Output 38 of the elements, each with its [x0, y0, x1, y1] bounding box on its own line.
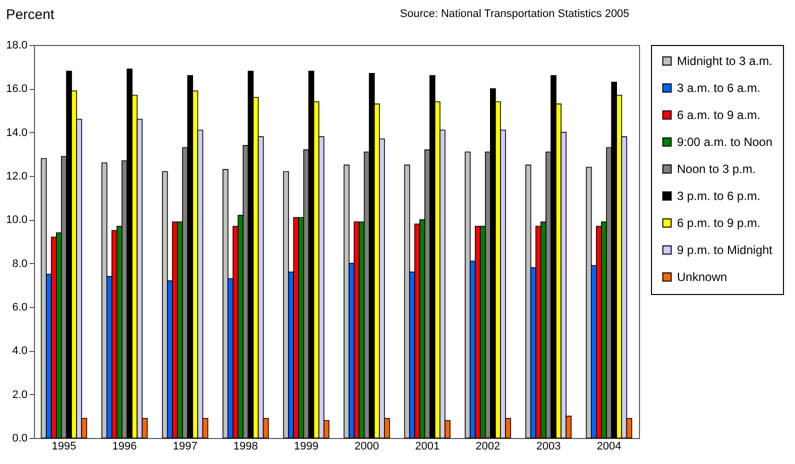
bar	[344, 164, 350, 438]
bar	[162, 171, 168, 438]
y-tick-label: 14.0	[6, 126, 28, 139]
bar	[283, 171, 289, 438]
x-tick-label: 1999	[294, 440, 318, 452]
y-tick-label: 16.0	[6, 83, 28, 96]
bar	[586, 166, 592, 438]
bar	[222, 169, 228, 438]
legend-label: 3 p.m. to 6 p.m.	[677, 189, 760, 203]
legend-label: 3 a.m. to 6 a.m.	[677, 81, 760, 95]
legend-label: 9 p.m. to Midnight	[677, 243, 774, 257]
legend-label: 6 p.m. to 9 p.m.	[677, 216, 760, 230]
y-tick-label: 2.0	[12, 388, 28, 401]
x-tick-label: 2004	[596, 440, 622, 452]
legend-label: Midnight to 3 a.m.	[677, 54, 772, 68]
y-tick-label: 8.0	[12, 258, 28, 270]
legend-label: 9:00 a.m. to Noon	[677, 135, 772, 149]
source-note: Source: National Transportation Statistics 2005	[400, 8, 630, 20]
x-tick-label: 1997	[172, 440, 198, 452]
bar	[101, 162, 108, 438]
x-tick-label: 1995	[52, 440, 76, 452]
y-tick-label: 4.0	[12, 345, 28, 358]
legend-label: Noon to 3 p.m.	[677, 162, 756, 176]
y-tick-label: 10.0	[6, 214, 28, 226]
x-tick-label: 1996	[112, 440, 137, 452]
y-tick-label: 12.0	[6, 170, 28, 182]
y-axis-title: Percent	[6, 6, 54, 22]
x-tick-label: 2003	[536, 440, 561, 452]
x-tick-label: 1998	[233, 440, 258, 452]
bar	[404, 164, 410, 438]
y-tick-label: 6.0	[12, 302, 28, 314]
x-tick-label: 2000	[354, 440, 380, 452]
legend-label: 6 a.m. to 9 a.m.	[677, 108, 760, 122]
legend-label: Unknown	[677, 270, 728, 284]
x-tick-label: 2001	[415, 440, 440, 452]
y-tick-label: 18.0	[6, 40, 28, 52]
x-tick-label: 2002	[476, 440, 500, 452]
y-tick-label: 0.0	[12, 432, 28, 444]
